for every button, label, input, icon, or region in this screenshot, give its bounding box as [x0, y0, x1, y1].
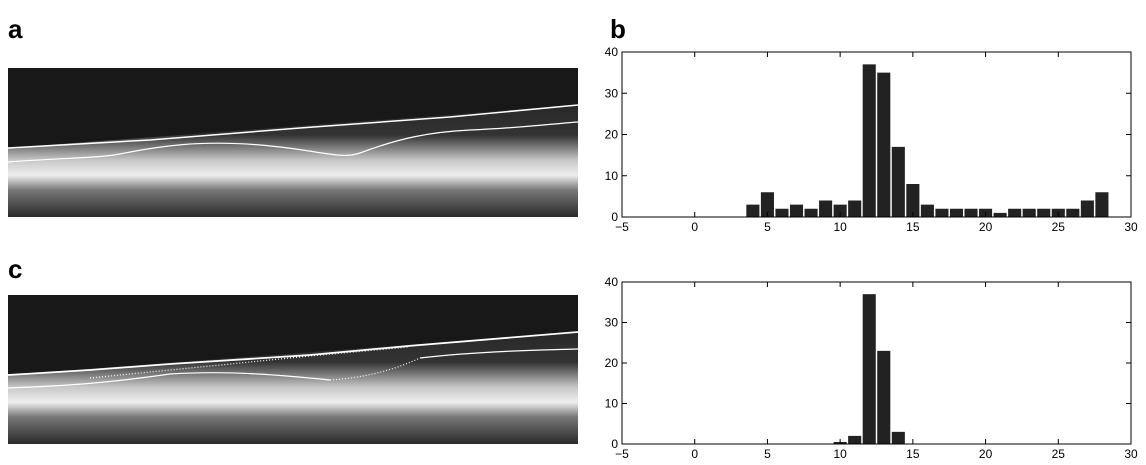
bar — [891, 431, 905, 444]
x-tick-label: 0 — [691, 220, 698, 234]
x-tick-label: 20 — [979, 447, 993, 461]
x-tick-label: 25 — [1052, 447, 1066, 461]
y-tick-label: 0 — [611, 210, 618, 224]
bar — [935, 208, 949, 217]
x-tick-label: 5 — [764, 447, 771, 461]
bar — [848, 200, 862, 217]
panel-label: c — [8, 254, 22, 284]
bar — [760, 192, 774, 217]
y-tick-label: 30 — [605, 86, 619, 100]
bar — [1066, 208, 1080, 217]
y-tick-label: 40 — [605, 275, 619, 289]
bar — [1080, 200, 1094, 217]
bar — [833, 204, 847, 217]
axes-box — [621, 281, 1132, 445]
bar — [964, 208, 978, 217]
y-tick-label: 0 — [611, 437, 618, 451]
bar — [789, 204, 804, 217]
panel-label: b — [610, 14, 626, 44]
bar — [877, 72, 891, 217]
y-tick-label: 10 — [605, 397, 619, 411]
y-tick-label: 10 — [605, 169, 619, 183]
x-tick-label: 10 — [833, 220, 847, 234]
x-tick-label: 5 — [764, 220, 771, 234]
x-tick-label: 15 — [906, 447, 920, 461]
bar — [804, 208, 818, 217]
ultrasound-image — [7, 295, 579, 444]
ultrasound-image — [7, 68, 579, 217]
bar — [862, 64, 876, 217]
bar — [819, 200, 833, 217]
bar — [920, 204, 934, 217]
bar — [949, 208, 964, 217]
bar — [993, 212, 1007, 217]
axes-box — [621, 51, 1132, 218]
x-tick-label: 20 — [979, 220, 993, 234]
bar — [1022, 208, 1036, 217]
x-tick-label: 15 — [906, 220, 920, 234]
bar — [877, 350, 891, 444]
bar — [848, 435, 862, 444]
panel-label: a — [8, 14, 23, 44]
x-tick-label: 10 — [833, 447, 847, 461]
bar — [862, 294, 876, 444]
y-tick-label: 40 — [605, 45, 619, 59]
x-tick-label: 30 — [1124, 220, 1138, 234]
bar — [746, 204, 760, 217]
bar — [1008, 208, 1022, 217]
y-tick-label: 30 — [605, 316, 619, 330]
bar — [906, 184, 920, 217]
y-tick-label: 20 — [605, 128, 619, 142]
x-tick-label: 0 — [691, 447, 698, 461]
bar — [1037, 208, 1051, 217]
y-tick-label: 20 — [605, 356, 619, 370]
x-tick-label: −5 — [615, 220, 629, 234]
x-tick-label: −5 — [615, 447, 629, 461]
bar — [891, 146, 905, 217]
bar — [775, 208, 789, 217]
x-tick-label: 25 — [1052, 220, 1066, 234]
bar — [1095, 192, 1109, 217]
x-tick-label: 30 — [1124, 447, 1138, 461]
